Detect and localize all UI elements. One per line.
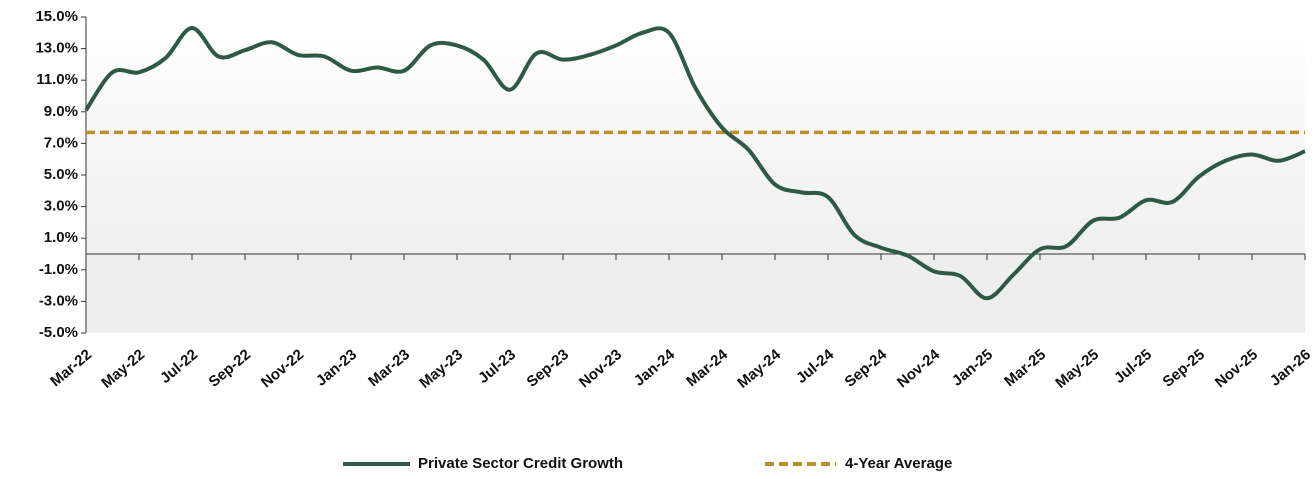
y-tick-label: -5.0% [39,324,78,341]
x-tick-label: Jul-24 [793,346,838,387]
series-line [84,26,1306,301]
x-tick-label: Sep-22 [206,346,255,391]
legend-label: 4-Year Average [845,455,952,472]
x-tick-label: Mar-22 [47,346,95,390]
x-tick-label: Nov-22 [258,346,307,391]
y-tick-label: 11.0% [36,71,78,88]
x-tick-label: Nov-25 [1212,346,1261,391]
y-tick-label: 3.0% [44,198,78,215]
plot-upper-bg [86,17,1305,254]
x-tick-label: Jan-25 [949,346,996,390]
x-tick-label: Nov-23 [576,346,625,391]
y-tick-label: 7.0% [44,134,78,151]
x-tick-label: Jan-23 [313,346,360,390]
x-tick-label: Sep-24 [842,346,891,391]
x-tick-label: May-25 [1052,346,1102,392]
x-tick-label: Jul-25 [1111,346,1155,387]
x-tick-label: Nov-24 [894,346,944,392]
x-tick-label: Mar-25 [1001,346,1049,390]
x-tick-label: May-22 [98,346,148,392]
x-tick-label: Mar-23 [365,346,413,390]
legend-label: Private Sector Credit Growth [418,455,623,472]
y-tick-label: 9.0% [44,103,78,120]
x-tick-label: Jul-23 [475,346,519,387]
x-tick-label: Jan-24 [631,346,679,390]
y-tick-label: -3.0% [39,292,78,309]
y-tick-label: 5.0% [44,166,78,183]
x-tick-label: Mar-24 [683,346,731,391]
x-tick-label: Jan-26 [1267,346,1314,390]
y-tick-label: 13.0% [35,40,78,57]
x-tick-label: Sep-25 [1160,346,1209,391]
plot-lower-bg [86,254,1305,333]
y-tick-label: -1.0% [39,261,78,278]
x-tick-label: Sep-23 [524,346,573,391]
x-tick-label: Jul-22 [157,346,201,387]
y-tick-label: 15.0% [35,8,78,25]
y-tick-label: 1.0% [44,229,78,246]
x-tick-label: May-24 [734,346,784,392]
x-tick-label: May-23 [416,346,466,392]
